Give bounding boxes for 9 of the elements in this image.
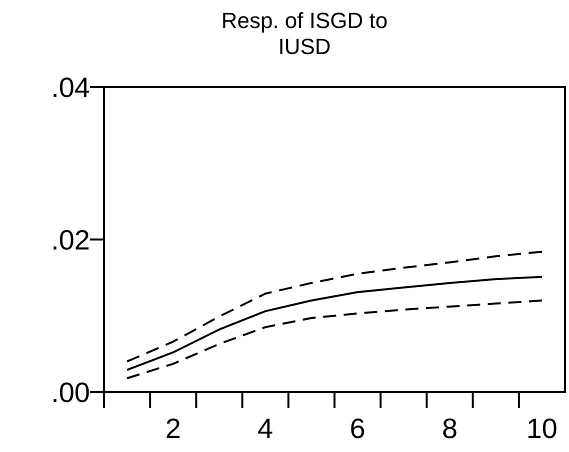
x-tick-label: 8 [442,413,458,444]
y-tick-label: .02 [51,224,90,256]
y-tick-label: .04 [51,72,90,103]
x-tick-label: 4 [258,413,274,444]
y-tick-label: .00 [51,376,90,408]
chart-title: Resp. of ISGD to IUSD [221,8,388,59]
x-tick-label: 6 [350,413,366,444]
x-tick-label: 2 [165,413,181,444]
x-tick-label: 10 [526,413,558,444]
